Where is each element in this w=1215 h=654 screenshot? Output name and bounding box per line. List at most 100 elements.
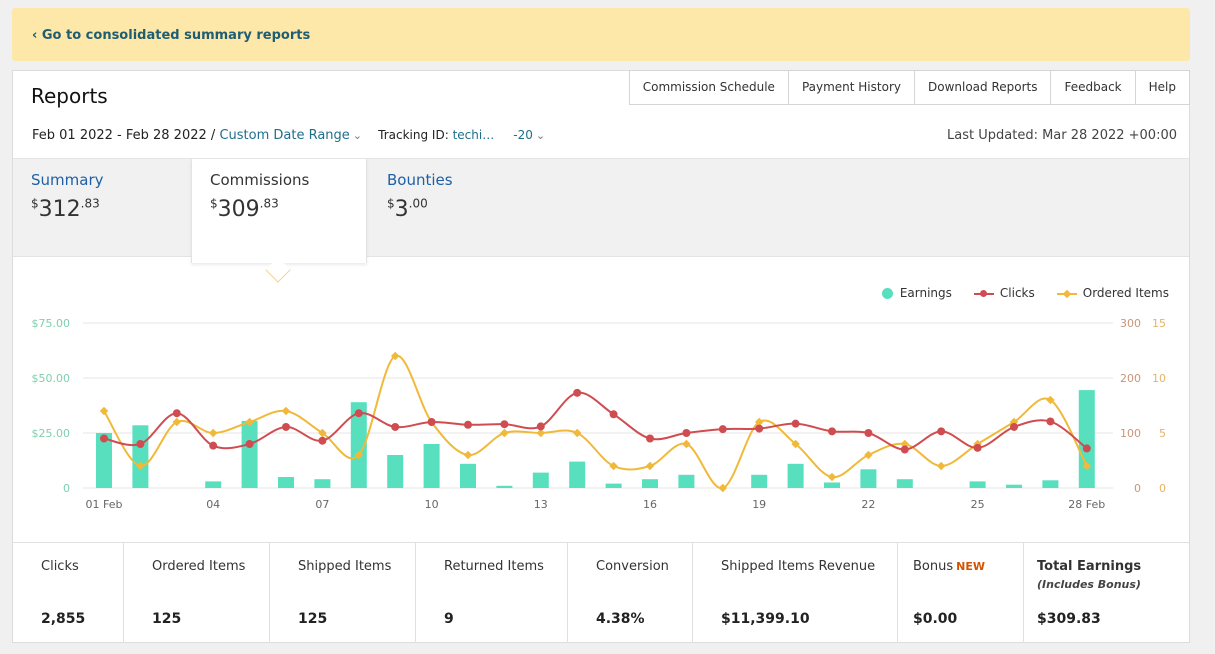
clicks-point (828, 427, 836, 436)
x-tick-label: 22 (861, 498, 875, 511)
ordered-items-point (245, 417, 254, 427)
clicks-point (937, 427, 946, 436)
y-right-ordered-tick-label: 10 (1152, 372, 1166, 385)
earnings-bar (460, 463, 476, 488)
stat-total-earnings: Total Earnings (Includes Bonus) $309.83 (1037, 559, 1142, 627)
stat-returned-items: Returned Items 9 (416, 543, 568, 643)
x-tick-label: 25 (971, 498, 985, 511)
tab-bounties[interactable]: Bounties $3.00 (369, 159, 539, 258)
earnings-bar (496, 485, 513, 488)
tab-commissions[interactable]: Commissions $309.83 (191, 159, 367, 263)
download-reports-link[interactable]: Download Reports (913, 70, 1052, 105)
clicks-point (172, 409, 181, 418)
help-link[interactable]: Help (1134, 70, 1190, 105)
earnings-bar (605, 483, 622, 488)
tracking-id-value: techi… -20 (452, 128, 533, 142)
ordered-items-point (318, 428, 327, 438)
date-range-text: Feb 01 2022 - Feb 28 2022 / (32, 128, 216, 143)
clicks-point (973, 443, 982, 452)
clicks-line (103, 391, 1088, 451)
ordered-items-point (718, 483, 728, 493)
legend-earnings[interactable]: Earnings (881, 286, 952, 300)
clicks-point (1046, 417, 1055, 426)
notice-banner: ‹ Go to consolidated summary reports (12, 8, 1190, 61)
ordered-items-point (172, 417, 182, 427)
stat-shipped-items: Shipped Items 125 (270, 543, 416, 643)
tab-summary[interactable]: Summary $312.83 (13, 159, 191, 258)
earnings-bar (241, 420, 258, 488)
y-left-tick-label: $25.00 (32, 427, 71, 440)
earnings-bar (350, 402, 367, 488)
summary-amount: $312.83 (31, 196, 100, 222)
ordered-items-point (936, 461, 946, 471)
earnings-bar (569, 461, 586, 488)
stat-conversion: Conversion 4.38% (568, 543, 693, 643)
ordered-items-point (682, 439, 691, 449)
clicks-point (500, 420, 509, 429)
stat-ordered-items: Ordered Items 125 (124, 543, 270, 643)
ordered-items-point (791, 439, 800, 449)
y-right-clicks-tick-label: 100 (1120, 427, 1141, 440)
ordered-items-point (1082, 461, 1092, 471)
chart-legend: Earnings Clicks Ordered Items (860, 286, 1169, 300)
earnings-bar (532, 472, 549, 488)
reports-card: Reports Commission Schedule Payment Hist… (12, 70, 1190, 643)
consolidated-summary-link[interactable]: ‹ Go to consolidated summary reports (32, 28, 311, 43)
clicks-point (209, 441, 218, 450)
ordered-items-point (208, 428, 218, 438)
ordered-items-point (609, 461, 618, 471)
clicks-point (391, 422, 400, 431)
clicks-point (573, 388, 582, 397)
ordered-items-point (572, 428, 582, 438)
legend-clicks[interactable]: Clicks (973, 286, 1035, 300)
earnings-bar (824, 482, 840, 488)
x-tick-label: 19 (752, 498, 766, 511)
clicks-point (609, 410, 618, 419)
clicks-point (791, 419, 800, 428)
x-tick-label: 07 (315, 498, 329, 511)
clicks-point (900, 445, 909, 454)
tab-summary-label: Summary (31, 171, 104, 189)
x-tick-label: 28 Feb (1068, 498, 1105, 511)
earnings-bar (1042, 480, 1059, 488)
clicks-point (682, 429, 691, 437)
payment-history-link[interactable]: Payment History (787, 70, 915, 105)
chevron-down-icon: ⌄ (535, 129, 546, 142)
feedback-link[interactable]: Feedback (1050, 70, 1136, 105)
y-right-ordered-tick-label: 5 (1159, 427, 1166, 440)
y-right-ordered-tick-label: 0 (1159, 482, 1166, 495)
earnings-bar (896, 479, 913, 488)
clicks-point (718, 425, 727, 434)
ordered-items-point (463, 450, 473, 460)
legend-ordered-items[interactable]: Ordered Items (1056, 286, 1169, 300)
custom-date-range-label: Custom Date Range (219, 128, 350, 143)
ordered-items-point (390, 351, 400, 361)
summary-tabs: Summary $312.83 Commissions $309.83 Boun… (13, 158, 1189, 263)
custom-date-range-dropdown[interactable]: Custom Date Range ⌄ (219, 128, 362, 143)
y-right-clicks-tick-label: 0 (1134, 482, 1141, 495)
ordered-items-point (864, 450, 873, 460)
top-links: Commission Schedule Payment History Down… (628, 70, 1190, 105)
commission-schedule-link[interactable]: Commission Schedule (628, 70, 789, 105)
clicks-point (755, 424, 764, 433)
tracking-id-dropdown[interactable]: Tracking ID: techi… -20 ⌄ (378, 128, 545, 142)
earnings-bar (642, 479, 658, 488)
clicks-point (318, 436, 327, 445)
stats-row: Clicks 2,855 Ordered Items 125 Shipped I… (13, 542, 1189, 643)
earnings-bar (387, 455, 404, 488)
earnings-bar (969, 481, 986, 488)
y-left-tick-label: 0 (63, 482, 70, 495)
tab-commissions-label: Commissions (210, 171, 310, 189)
earnings-bar (278, 477, 294, 488)
commissions-amount: $309.83 (210, 196, 279, 222)
chevron-down-icon: ⌄ (352, 129, 362, 142)
ordered-items-point (99, 406, 109, 416)
last-updated: Last Updated: Mar 28 2022 +00:00 (947, 128, 1177, 143)
filter-bar: Feb 01 2022 - Feb 28 2022 / Custom Date … (32, 128, 545, 143)
clicks-point (354, 409, 363, 418)
new-badge: NEW (956, 560, 985, 573)
bounties-amount: $3.00 (387, 196, 428, 222)
y-right-ordered-tick-label: 15 (1152, 317, 1166, 330)
y-left-tick-label: $75.00 (32, 317, 71, 330)
ordered-items-point (827, 472, 837, 482)
